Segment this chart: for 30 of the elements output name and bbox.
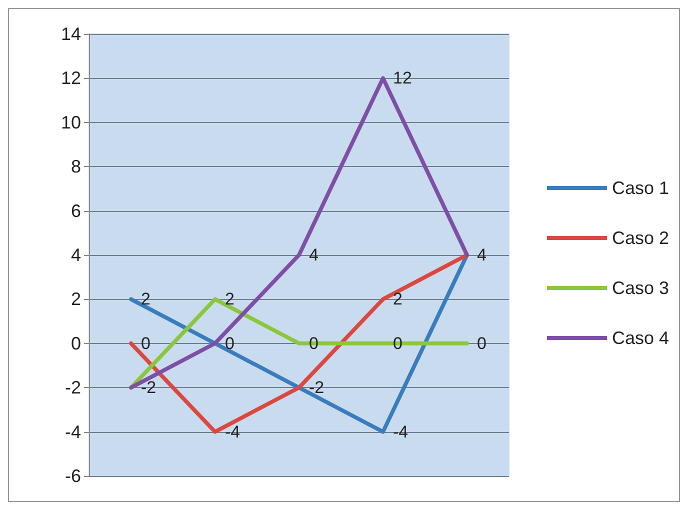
y-tick-label: -4 xyxy=(64,422,81,442)
data-label: 2 xyxy=(393,290,402,309)
legend-label: Caso 4 xyxy=(612,328,670,348)
y-tick-label: 12 xyxy=(60,68,81,88)
data-label: -4 xyxy=(225,422,240,442)
y-tick-label: 4 xyxy=(70,245,81,265)
data-label: 4 xyxy=(477,246,486,264)
y-tick-label: 8 xyxy=(70,156,81,177)
y-tick-label: 2 xyxy=(70,289,81,310)
legend-label: Caso 2 xyxy=(612,228,670,248)
legend-label: Caso 1 xyxy=(612,178,670,198)
y-tick-label: 14 xyxy=(60,24,81,44)
data-label: 0 xyxy=(141,334,150,353)
data-label: -2 xyxy=(141,378,156,398)
y-tick-label: 6 xyxy=(70,200,81,221)
data-label: -4 xyxy=(393,422,408,442)
data-label: 2 xyxy=(225,290,234,309)
data-label: -2 xyxy=(309,378,324,398)
data-label: 0 xyxy=(225,334,234,353)
data-label: 0 xyxy=(309,334,318,353)
data-label: 12 xyxy=(393,68,412,88)
y-tick-label: 10 xyxy=(60,112,81,132)
data-label: 4 xyxy=(309,246,318,264)
y-tick-label: 0 xyxy=(70,333,81,354)
y-tick-label: -6 xyxy=(64,466,81,486)
data-label: 2 xyxy=(141,290,150,309)
y-tick-label: -2 xyxy=(64,378,81,398)
legend-label: Caso 3 xyxy=(612,278,670,298)
data-label: 0 xyxy=(393,334,402,353)
data-label: 0 xyxy=(477,334,486,353)
